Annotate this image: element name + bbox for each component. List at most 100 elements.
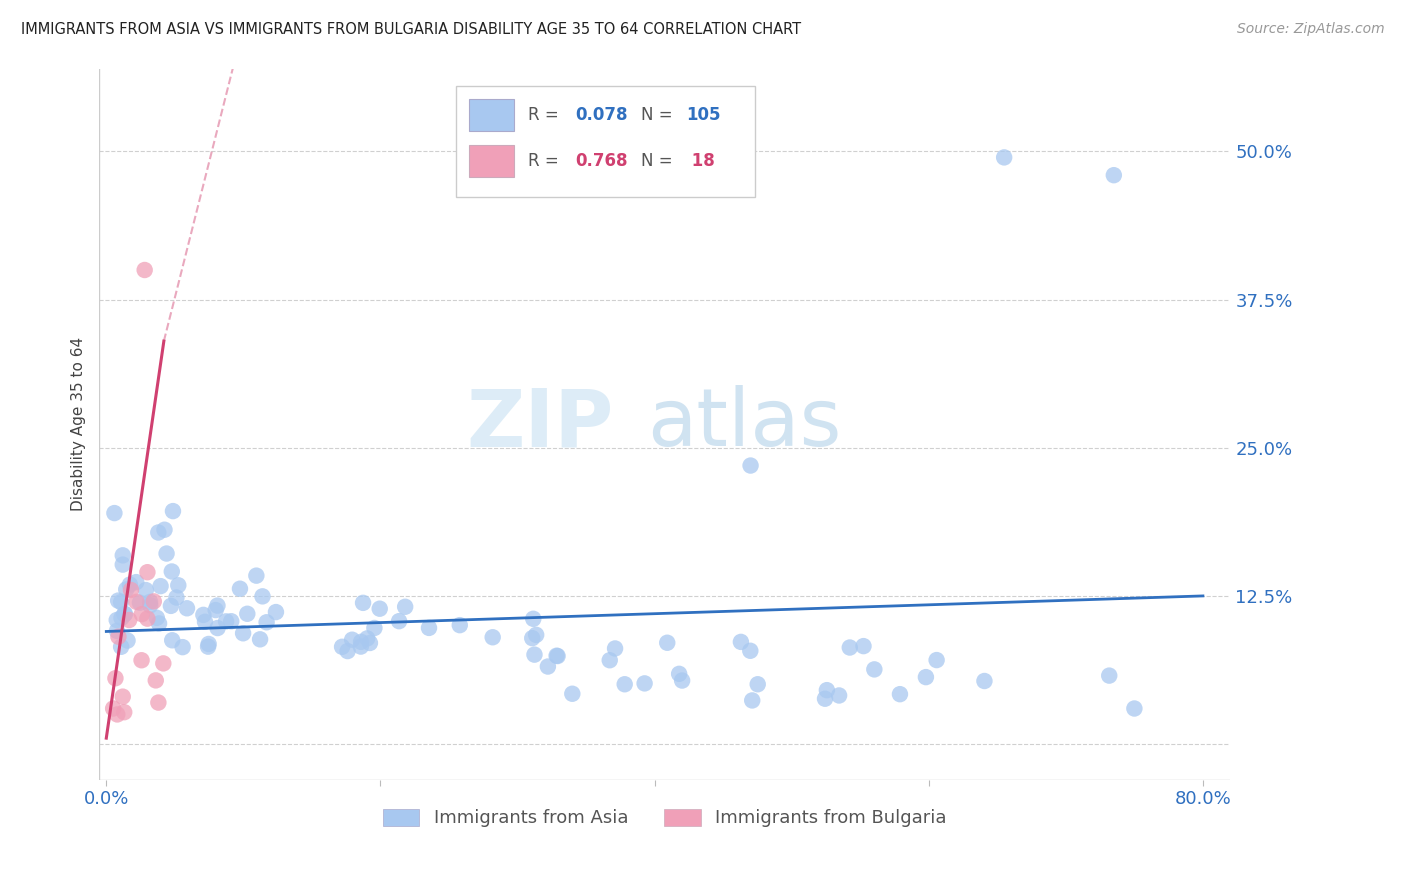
Point [107, 593, 129, 607]
Point [264, 605, 287, 619]
Point [863, 662, 886, 676]
Point [110, 595, 132, 609]
Point [523, 648, 546, 662]
Point [135, 583, 157, 598]
Point [215, 615, 238, 629]
Point [134, 263, 156, 277]
Point [207, 621, 229, 635]
Point [111, 549, 134, 563]
FancyBboxPatch shape [470, 99, 515, 131]
Point [394, 599, 416, 614]
Point [118, 577, 141, 591]
Text: IMMIGRANTS FROM ASIA VS IMMIGRANTS FROM BULGARIA DISABILITY AGE 35 TO 64 CORRELA: IMMIGRANTS FROM ASIA VS IMMIGRANTS FROM … [21, 22, 801, 37]
Point [330, 640, 353, 654]
Text: ZIP: ZIP [467, 385, 614, 463]
Point [993, 150, 1015, 164]
Point [105, 613, 128, 627]
Point [115, 582, 138, 597]
Point [111, 690, 134, 704]
Point [740, 644, 762, 658]
Point [139, 595, 162, 609]
Text: atlas: atlas [647, 385, 841, 463]
Point [172, 640, 194, 654]
Point [176, 601, 198, 615]
Point [160, 565, 183, 579]
Point [120, 582, 142, 597]
Point [730, 635, 752, 649]
Point [245, 568, 267, 582]
Point [668, 666, 690, 681]
Point [111, 558, 134, 572]
Text: N =: N = [641, 152, 678, 170]
Point [160, 633, 183, 648]
Point [125, 575, 148, 590]
Point [633, 676, 655, 690]
Point [129, 596, 152, 610]
Point [101, 701, 124, 715]
Point [252, 590, 274, 604]
Point [613, 677, 636, 691]
Point [740, 458, 762, 473]
Point [256, 615, 278, 630]
Point [236, 607, 259, 621]
Point [356, 632, 378, 646]
Text: R =: R = [529, 152, 564, 170]
Point [368, 601, 391, 615]
Point [117, 633, 139, 648]
Point [1123, 701, 1146, 715]
Point [204, 603, 226, 617]
Point [165, 591, 187, 605]
Point [136, 612, 159, 626]
Point [142, 594, 165, 608]
Point [110, 611, 132, 625]
Point [815, 683, 838, 698]
Point [546, 648, 568, 663]
Point [599, 653, 621, 667]
Point [232, 626, 254, 640]
Point [889, 687, 911, 701]
Point [973, 673, 995, 688]
Text: Source: ZipAtlas.com: Source: ZipAtlas.com [1237, 22, 1385, 37]
Text: N =: N = [641, 106, 678, 124]
Text: 105: 105 [686, 106, 721, 124]
FancyBboxPatch shape [470, 145, 515, 177]
Point [112, 705, 135, 719]
Point [162, 504, 184, 518]
Point [110, 640, 132, 654]
Point [449, 618, 471, 632]
Point [197, 637, 219, 651]
Point [747, 677, 769, 691]
Point [152, 657, 174, 671]
Point [359, 636, 381, 650]
Point [193, 607, 215, 622]
Point [148, 696, 170, 710]
Point [828, 689, 851, 703]
Point [671, 673, 693, 688]
Point [114, 607, 136, 621]
Point [112, 607, 135, 621]
Point [194, 615, 217, 629]
Point [350, 635, 373, 649]
Point [160, 599, 183, 613]
Point [925, 653, 948, 667]
Point [418, 621, 440, 635]
Point [915, 670, 938, 684]
Point [167, 578, 190, 592]
Point [149, 579, 172, 593]
Point [522, 631, 544, 645]
Point [219, 614, 242, 628]
Point [547, 648, 569, 663]
Point [657, 636, 679, 650]
Point [136, 565, 159, 579]
Point [336, 644, 359, 658]
Point [139, 599, 162, 613]
Text: R =: R = [529, 106, 564, 124]
Point [107, 630, 129, 644]
Point [153, 523, 176, 537]
Point [146, 611, 169, 625]
Point [388, 614, 411, 628]
Point [118, 613, 141, 627]
Y-axis label: Disability Age 35 to 64: Disability Age 35 to 64 [72, 337, 86, 511]
Point [340, 632, 363, 647]
Point [131, 653, 153, 667]
